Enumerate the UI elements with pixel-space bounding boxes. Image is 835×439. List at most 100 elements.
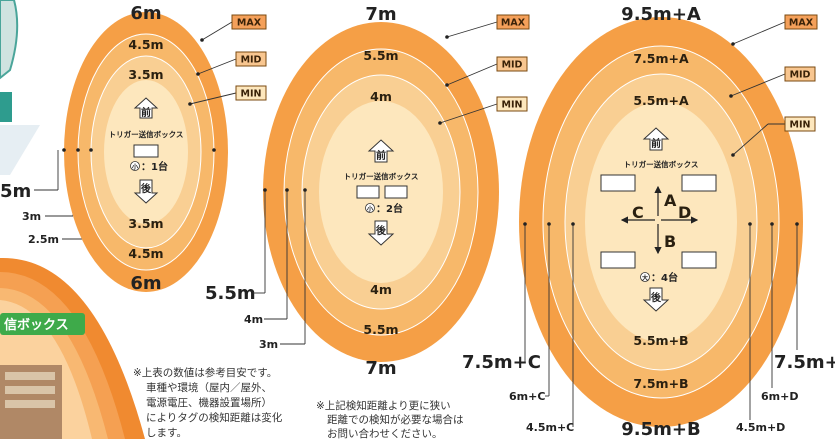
b-front-arrow-icon: 前 — [367, 139, 395, 163]
b-bottom-min: 4m — [370, 282, 392, 297]
b-side-max: 5.5m — [205, 283, 256, 304]
b-side-min: 3m — [259, 338, 278, 351]
svg-text:MIN: MIN — [241, 89, 262, 100]
c-trigger-box-3 — [600, 251, 636, 269]
note-1-line-4: によりタグの検知距離は変化 — [146, 411, 283, 424]
diagram-a: 6m 4.5m 3.5m 3.5m 4.5m 6m 前 トリガー送信ボックス 小… — [62, 3, 267, 294]
svg-text:小: 小 — [366, 205, 373, 213]
a-bottom-max: 6m — [130, 273, 161, 294]
a-top-min: 3.5m — [128, 67, 163, 82]
note-1-line-2: 車種や環境（屋内／屋外、 — [146, 381, 272, 394]
a-top-mid: 4.5m — [128, 37, 163, 52]
c-top-max: 9.5m+A — [621, 4, 701, 25]
a-box-title: トリガー送信ボックス — [109, 129, 184, 139]
b-top-min: 4m — [370, 89, 392, 104]
note-1-line-5: します。 — [146, 427, 187, 439]
b-top-mid: 5.5m — [363, 48, 398, 63]
note-1: ※上表の数値は参考目安です。 車種や環境（屋内／屋外、 電源電圧、機器設置場所）… — [133, 366, 283, 439]
b-bottom-max: 7m — [365, 358, 396, 379]
b-back-label: 後 — [376, 224, 387, 237]
c-trigger-box-2 — [681, 174, 717, 192]
b-tag-max — [496, 14, 530, 30]
note-2-line-1: ※上記検知距離より更に狭い — [316, 399, 451, 412]
fragment-label-2-5m: 2.5m — [28, 233, 59, 246]
a-front-label: 前 — [141, 106, 151, 119]
svg-text:小: 小 — [131, 163, 138, 171]
b-trigger-box-2 — [384, 185, 408, 199]
c-letter-a: A — [664, 191, 677, 210]
a-tag-mid — [235, 51, 267, 67]
c-top-mid: 7.5m+A — [633, 51, 689, 66]
c-left-max: 7.5m+C — [462, 352, 541, 373]
b-front-label: 前 — [376, 149, 386, 162]
b-box-title: トリガー送信ボックス — [344, 171, 419, 181]
fragment-banner-text: 信ボックス — [4, 317, 69, 333]
c-front-arrow-icon: 前 — [642, 127, 670, 151]
a-top-max: 6m — [130, 3, 161, 24]
note-1-line-3: 電源電圧、機器設置場所） — [146, 396, 272, 409]
svg-text:MAX: MAX — [501, 18, 526, 29]
a-tag-min — [235, 85, 267, 101]
note-2: ※上記検知距離より更に狭い 距離での検知が必要な場合は お問い合わせください。 — [316, 399, 464, 439]
c-trigger-box-1 — [600, 174, 636, 192]
c-box-title: トリガー送信ボックス — [624, 159, 699, 169]
c-tag-mid — [784, 66, 816, 82]
a-back-arrow-icon: 後 — [133, 179, 159, 204]
c-back-label: 後 — [651, 291, 662, 304]
c-letter-c: C — [632, 203, 644, 222]
svg-text:MIN: MIN — [502, 100, 523, 111]
fragment-label-3m: 3m — [22, 210, 41, 223]
a-trigger-box — [133, 144, 159, 158]
svg-text:大: 大 — [642, 274, 648, 282]
b-tag-mid — [496, 56, 528, 72]
c-right-max: 7.5m+D — [774, 352, 835, 373]
c-tag-max — [784, 14, 818, 30]
b-tag-min — [496, 96, 528, 112]
b-unit-count: 小 ：2台 — [365, 202, 403, 215]
a-back-label: 後 — [141, 182, 152, 195]
c-trigger-box-4 — [681, 251, 717, 269]
svg-text:MAX: MAX — [237, 18, 262, 29]
svg-text:：1台: ：1台 — [141, 160, 168, 173]
fragment-label-5m: 5m — [0, 181, 31, 202]
svg-text:：4台: ：4台 — [651, 271, 678, 284]
svg-text:MID: MID — [790, 70, 811, 81]
c-bottom-mid: 7.5m+B — [633, 376, 688, 391]
c-dimension-arrows — [620, 185, 699, 255]
a-tag-max — [231, 14, 267, 30]
c-letter-d: D — [678, 203, 691, 222]
green-accent-bar — [0, 92, 12, 122]
svg-text:MID: MID — [502, 60, 523, 71]
c-left-mid: 6m+C — [509, 390, 545, 403]
c-right-min: 4.5m+D — [736, 421, 785, 434]
note-2-line-3: お問い合わせください。 — [327, 427, 443, 439]
a-bottom-min: 3.5m — [128, 216, 163, 231]
c-core — [585, 102, 737, 342]
diagram-b: 7m 5.5m 4m 4m 5.5m 7m 前 トリガー送信ボックス 小 ：2台… — [205, 4, 530, 379]
b-core — [319, 101, 443, 283]
a-unit-count: 小 ：1台 — [130, 160, 168, 173]
b-bottom-mid: 5.5m — [363, 322, 398, 337]
c-unit-count: 大 ：4台 — [640, 271, 678, 284]
a-bottom-mid: 4.5m — [128, 246, 163, 261]
c-tag-min — [784, 116, 816, 132]
fragment-faded-panel — [0, 125, 40, 175]
c-bottom-min: 5.5m+B — [633, 333, 688, 348]
left-fragment: 5m 3m 2.5m 信ボックス — [0, 0, 145, 439]
fragment-banner — [0, 313, 85, 335]
c-front-label: 前 — [651, 137, 661, 150]
svg-text:MIN: MIN — [790, 120, 811, 131]
c-left-min: 4.5m+C — [526, 421, 574, 434]
svg-text:MAX: MAX — [789, 18, 814, 29]
device-image-edge — [0, 0, 19, 80]
b-back-arrow-icon: 後 — [367, 220, 395, 246]
c-right-mid: 6m+D — [761, 390, 798, 403]
c-bottom-max: 9.5m+B — [621, 419, 700, 439]
c-back-arrow-icon: 後 — [642, 287, 670, 312]
diagram-c: 9.5m+A 7.5m+A 5.5m+A 5.5m+B 7.5m+B 9.5m+… — [462, 4, 835, 439]
b-side-mid: 4m — [244, 313, 263, 326]
c-top-min: 5.5m+A — [633, 93, 689, 108]
b-trigger-box-1 — [356, 185, 380, 199]
b-top-max: 7m — [365, 4, 396, 25]
c-letter-b: B — [664, 232, 676, 251]
